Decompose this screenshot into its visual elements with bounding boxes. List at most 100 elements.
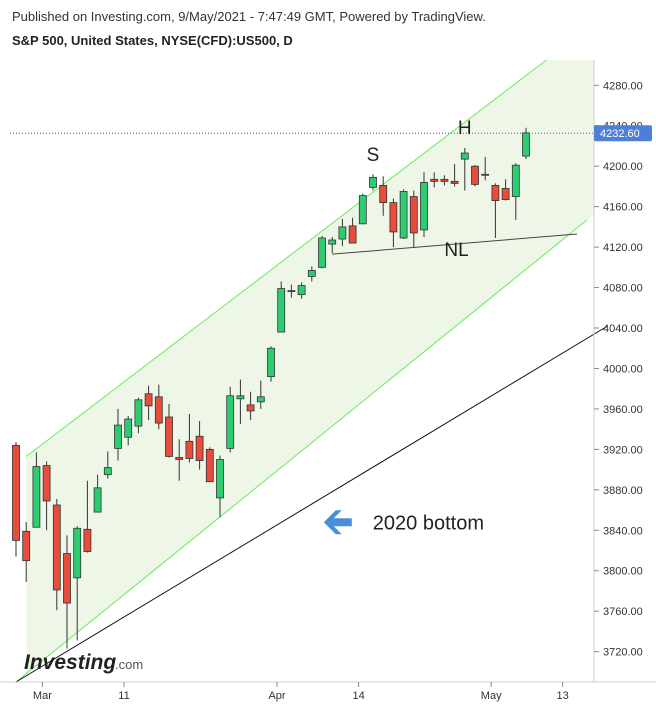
candle-body-down xyxy=(42,465,51,502)
candle xyxy=(103,451,112,479)
candle xyxy=(205,447,214,483)
candle-body-down xyxy=(12,444,20,541)
candle xyxy=(63,535,71,649)
candle xyxy=(154,384,163,430)
logo-suffix: .com xyxy=(115,657,143,672)
candle xyxy=(12,442,20,557)
y-tick-label: 4000.00 xyxy=(603,363,643,375)
candle-body-down xyxy=(175,457,184,460)
y-tick-label: 3800.00 xyxy=(603,566,643,578)
candle-body-down xyxy=(348,225,357,244)
candle-body-down xyxy=(165,416,173,457)
candle xyxy=(175,439,184,481)
channel-lower-line xyxy=(15,219,588,683)
candle xyxy=(501,179,510,201)
y-tick-label: 3720.00 xyxy=(603,647,643,659)
candle-body-down xyxy=(287,290,296,293)
y-tick-label: 3760.00 xyxy=(603,606,643,618)
last-price-badge xyxy=(594,125,652,142)
candle-body-down xyxy=(52,504,61,591)
candle-body-down xyxy=(430,178,439,182)
candle-body-down xyxy=(144,393,153,407)
candle xyxy=(430,172,439,188)
channel-fill xyxy=(26,60,594,674)
arrow-left-icon xyxy=(323,510,352,535)
y-tick-label: 4160.00 xyxy=(603,202,643,214)
candle xyxy=(267,346,275,382)
candle xyxy=(358,193,367,225)
trend-channel xyxy=(15,59,594,683)
candle xyxy=(256,380,265,409)
candle-body-up xyxy=(216,459,224,499)
candle-body-up xyxy=(134,399,143,427)
candle xyxy=(216,455,224,518)
candle-body-up xyxy=(522,132,530,157)
candle xyxy=(338,218,347,247)
candle-body-down xyxy=(491,185,500,201)
candle-body-down xyxy=(154,396,163,424)
x-tick-label: May xyxy=(481,690,502,702)
candle xyxy=(307,266,316,282)
y-tick-label: 4200.00 xyxy=(603,161,643,173)
candle-body-down xyxy=(501,188,510,200)
y-tick-label: 3840.00 xyxy=(603,525,643,537)
y-tick-label: 4280.00 xyxy=(603,80,643,92)
candle xyxy=(511,163,520,220)
last-price-line: 4232.60 xyxy=(10,125,652,142)
candle xyxy=(124,416,133,446)
x-axis-ticks: Mar 11 Apr 14 May 13 xyxy=(33,682,569,702)
x-tick-label: Mar xyxy=(33,690,52,702)
candle-body-up xyxy=(369,176,377,188)
candle xyxy=(195,421,204,470)
candle-body-up xyxy=(481,173,490,176)
annotation-neckline: NL xyxy=(444,240,468,261)
y-tick-label: 4080.00 xyxy=(603,283,643,295)
investing-logo: Investing .com xyxy=(24,651,143,674)
candle-body-up xyxy=(277,288,286,333)
candle-body-up xyxy=(256,396,265,403)
candle xyxy=(22,522,31,582)
candle-body-up xyxy=(267,347,275,377)
candle xyxy=(318,235,326,269)
candle-body-down xyxy=(83,528,92,552)
channel-upper-line xyxy=(25,59,547,457)
candle xyxy=(450,164,459,187)
annotation-head: H xyxy=(458,118,472,139)
y-tick-label: 4040.00 xyxy=(603,323,643,335)
candle xyxy=(440,175,449,186)
candle-body-up xyxy=(420,181,428,231)
y-tick-label: 3920.00 xyxy=(603,444,643,456)
candle xyxy=(277,281,286,333)
candle-body-up xyxy=(318,237,326,268)
x-tick-label: 13 xyxy=(556,690,568,702)
published-caption: Published on Investing.com, 9/May/2021 -… xyxy=(12,9,486,24)
candle xyxy=(481,157,490,181)
candle-body-up xyxy=(32,466,41,528)
candle-body-up xyxy=(307,269,316,277)
candle xyxy=(297,282,306,299)
annotations: S H NL 2020 bottom xyxy=(323,118,484,535)
candle-body-up xyxy=(358,195,367,225)
candle-body-down xyxy=(246,404,255,412)
candle xyxy=(246,391,255,421)
candle xyxy=(379,176,388,216)
candle xyxy=(114,408,122,461)
candle xyxy=(83,480,92,553)
annotation-2020-bottom: 2020 bottom xyxy=(373,512,484,534)
candle xyxy=(226,386,235,453)
candle-body-down xyxy=(205,448,214,483)
candle xyxy=(328,236,337,254)
candle xyxy=(165,403,173,458)
candle xyxy=(144,385,153,421)
support-trendline xyxy=(15,325,608,683)
candle xyxy=(185,413,194,463)
x-tick-label: Apr xyxy=(268,690,285,702)
neckline xyxy=(332,233,578,255)
y-tick-label: 3880.00 xyxy=(603,485,643,497)
candle-body-down xyxy=(63,553,71,604)
candle-body-up xyxy=(328,239,337,245)
candle-body-down xyxy=(185,440,194,459)
candle xyxy=(236,379,245,425)
candle xyxy=(348,217,357,244)
